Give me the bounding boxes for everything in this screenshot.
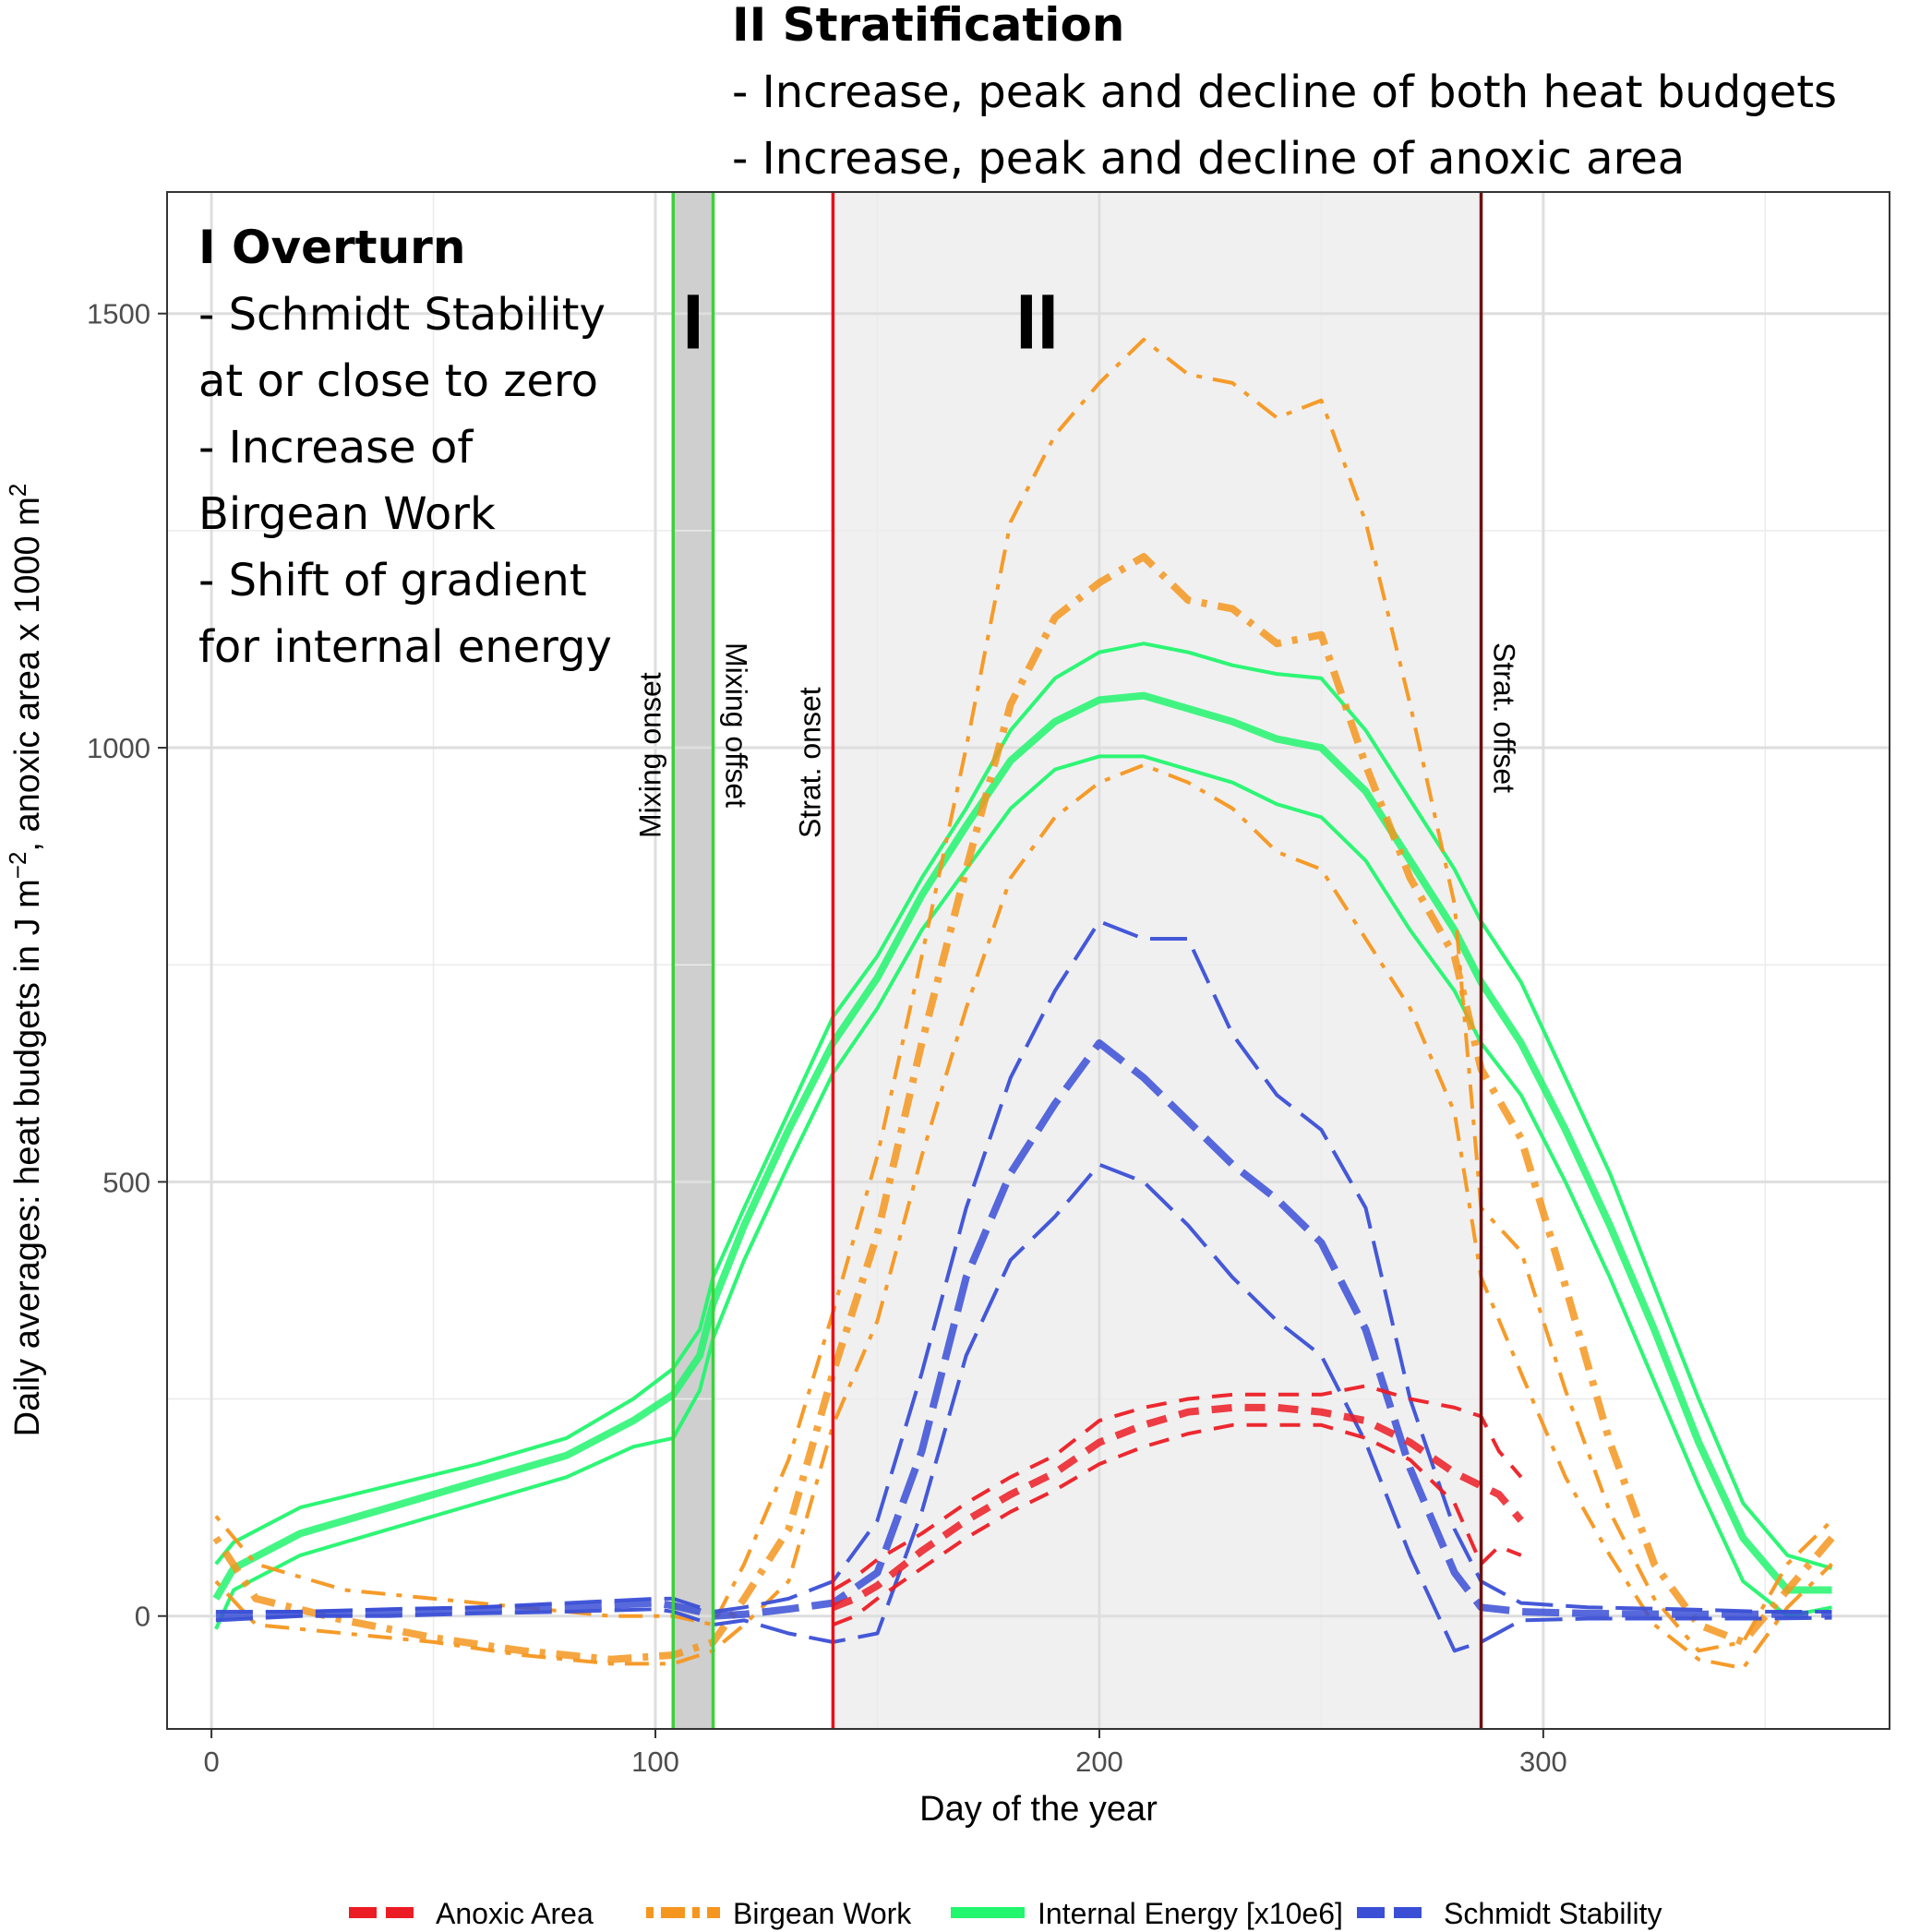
phase-marker-labels: Mixing onset Mixing offset Strat. onset Str… (633, 642, 1520, 838)
series-anoxic-area (831, 1384, 1524, 1626)
x-tick-label: 0 (203, 1746, 219, 1778)
legend: Anoxic Area Birgean Work Internal Energy [… (349, 1897, 1662, 1930)
series-internal-energy-x10e6-lower-line (214, 754, 1832, 1630)
phase-marker-label-3: Strat. onset (793, 687, 826, 838)
series-anoxic-area-mean-line (831, 1403, 1524, 1612)
series-anoxic-area-lower-line (832, 1422, 1522, 1626)
series-internal-energy-x10e6-upper-line (214, 642, 1833, 1570)
y-tick-label: 500 (102, 1166, 150, 1198)
series-internal-energy-x10e6-mean-line (212, 691, 1832, 1601)
legend-label: Anoxic Area (436, 1897, 594, 1930)
y-axis-title-main: Daily averages: heat budgets in J m (8, 879, 47, 1436)
period-label-1: I (682, 278, 703, 365)
y-axis-title-sup2: 2 (4, 484, 31, 497)
legend-label: Internal Energy [x10e6] (1038, 1897, 1343, 1930)
period-band-2 (833, 192, 1482, 1729)
y-axis-title: Daily averages: heat budgets in J m−2, a… (4, 484, 47, 1437)
y-tick-label: 0 (135, 1601, 150, 1633)
period-labels: I II (682, 278, 1059, 365)
overturn-title: I Overturn (198, 221, 465, 274)
phase-marker-lines (671, 192, 1483, 1729)
plot-border (166, 191, 1890, 1730)
y-axis: 0 500 1000 1500 (87, 298, 167, 1633)
series-birgean-work-upper-line (214, 337, 1833, 1653)
x-tick-label: 100 (631, 1746, 679, 1778)
legend-label: Schmidt Stability (1444, 1897, 1662, 1930)
series-anoxic-area-upper-line (832, 1384, 1523, 1592)
overturn-line-2: at or close to zero (198, 355, 598, 407)
legend-label: Birgean Work (733, 1897, 912, 1930)
series-lines (212, 337, 1835, 1671)
series-birgean-work-lower-line (214, 762, 1833, 1671)
overturn-line-5: - Shift of gradient (198, 555, 587, 606)
stratification-title: II Stratification (732, 0, 1124, 52)
grid-lines (167, 192, 1890, 1729)
overturn-line-3: - Increase of (198, 422, 474, 474)
y-axis-title-mid: , anoxic area x 1000 m (8, 497, 47, 851)
series-schmidt-stability-mean-line (215, 1038, 1832, 1620)
series-internal-energy-x10e6 (212, 642, 1833, 1630)
y-axis-title-sup1: −2 (4, 852, 31, 880)
stratification-line-1: - Increase, peak and decline of both hea… (732, 66, 1837, 118)
y-tick-label: 1500 (87, 298, 150, 330)
series-schmidt-stability-upper-line (215, 919, 1832, 1614)
y-tick-label: 1000 (87, 732, 150, 764)
overturn-line-4: Birgean Work (198, 488, 496, 540)
phase-marker-label-2: Mixing offset (720, 642, 753, 808)
series-schmidt-stability (215, 919, 1832, 1653)
phase-marker-label-4: Strat. offset (1488, 642, 1521, 793)
stratification-line-2: - Increase, peak and decline of anoxic a… (732, 133, 1685, 185)
x-tick-label: 200 (1075, 1746, 1123, 1778)
period-band-1 (673, 192, 714, 1729)
phase-marker-label-1: Mixing onset (633, 672, 666, 838)
x-tick-label: 300 (1519, 1746, 1567, 1778)
overturn-line-1: - Schmidt Stability (198, 289, 606, 341)
series-birgean-work (212, 337, 1835, 1671)
x-axis-title: Day of the year (919, 1790, 1158, 1829)
overturn-line-6: for internal energy (198, 621, 612, 673)
x-axis: 0 100 200 300 (203, 1729, 1567, 1778)
series-birgean-work-mean-line (212, 553, 1835, 1663)
period-label-2: II (1015, 278, 1059, 365)
